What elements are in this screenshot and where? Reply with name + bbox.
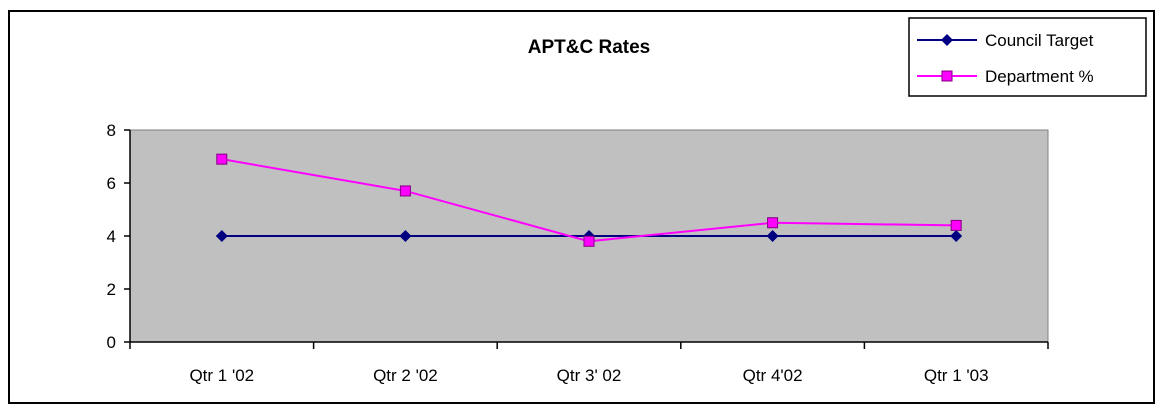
legend-box	[908, 17, 1147, 97]
legend-marker-diamond	[941, 34, 953, 46]
x-tick-label: Qtr 3' 02	[557, 366, 622, 385]
data-point-council-target	[399, 230, 412, 242]
legend-label-department: Department %	[985, 67, 1094, 86]
legend-item-department: Department %	[917, 67, 1094, 86]
data-point-department	[583, 235, 595, 247]
x-tick-label: Qtr 1 '03	[924, 366, 989, 385]
data-point-department	[767, 217, 779, 229]
data-point-department	[399, 185, 411, 197]
y-tick-label: 2	[107, 280, 116, 299]
y-tick-label: 4	[107, 227, 116, 246]
y-tick-label: 6	[107, 174, 116, 193]
data-point-council-target	[950, 230, 963, 242]
x-tick-label: Qtr 4'02	[743, 366, 803, 385]
data-point-department	[950, 219, 962, 231]
y-tick-label: 0	[107, 333, 116, 352]
data-point-department	[216, 153, 228, 165]
legend-marker-square	[941, 70, 953, 82]
data-point-council-target	[766, 230, 779, 242]
legend-item-council-target: Council Target	[917, 31, 1094, 50]
y-ticks: 0 2 4 6 8	[107, 121, 130, 352]
x-tick-label: Qtr 1 '02	[189, 366, 254, 385]
x-tick-label: Qtr 2 '02	[373, 366, 438, 385]
legend-label-council-target: Council Target	[985, 31, 1094, 50]
data-point-council-target	[215, 230, 228, 242]
x-ticks: Qtr 1 '02 Qtr 2 '02 Qtr 3' 02 Qtr 4'02 Qtr 1…	[129, 342, 1049, 385]
chart-title: APT&C Rates	[528, 37, 650, 58]
y-tick-label: 8	[107, 121, 116, 140]
series-layer	[215, 153, 963, 247]
legend: Council Target Department %	[908, 17, 1147, 97]
